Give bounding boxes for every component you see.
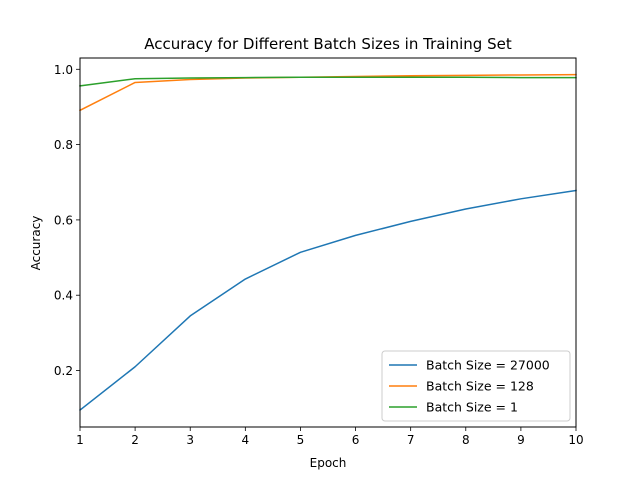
- x-axis-label: Epoch: [310, 456, 347, 470]
- x-tick-label: 9: [517, 433, 525, 447]
- x-tick-label: 1: [76, 433, 84, 447]
- legend-label-2: Batch Size = 1: [426, 400, 518, 415]
- plot-frame: [79, 57, 577, 428]
- chart-title: Accuracy for Different Batch Sizes in Tr…: [144, 35, 512, 53]
- x-tick-label: 8: [462, 433, 470, 447]
- y-tick-label: 1.0: [54, 63, 73, 77]
- series-line-0: [78, 189, 577, 412]
- x-tick-label: 4: [242, 433, 250, 447]
- x-tick-label: 7: [407, 433, 415, 447]
- plot-lines: [78, 73, 577, 412]
- y-tick-label: 0.6: [54, 213, 73, 227]
- x-tick-label: 10: [568, 433, 583, 447]
- x-tick-label: 6: [352, 433, 360, 447]
- y-tick-label: 0.4: [54, 289, 73, 303]
- series-line-2: [79, 76, 577, 87]
- y-axis-ticks: 0.2 0.4 0.6 0.8 1.0: [54, 63, 80, 378]
- y-axis-label: Accuracy: [29, 216, 43, 271]
- legend: Batch Size = 27000 Batch Size = 128 Batch …: [381, 350, 571, 422]
- x-tick-label: 3: [186, 433, 194, 447]
- y-tick-label: 0.2: [54, 364, 73, 378]
- legend-label-1: Batch Size = 128: [426, 379, 534, 394]
- legend-label-0: Batch Size = 27000: [426, 358, 550, 373]
- legend-box: [381, 350, 571, 422]
- x-tick-label: 2: [131, 433, 139, 447]
- y-tick-label: 0.8: [54, 138, 73, 152]
- x-axis-ticks: 1 2 3 4 5 6 7 8 9 10: [76, 427, 584, 447]
- series-line-1: [78, 73, 577, 112]
- x-tick-label: 5: [297, 433, 305, 447]
